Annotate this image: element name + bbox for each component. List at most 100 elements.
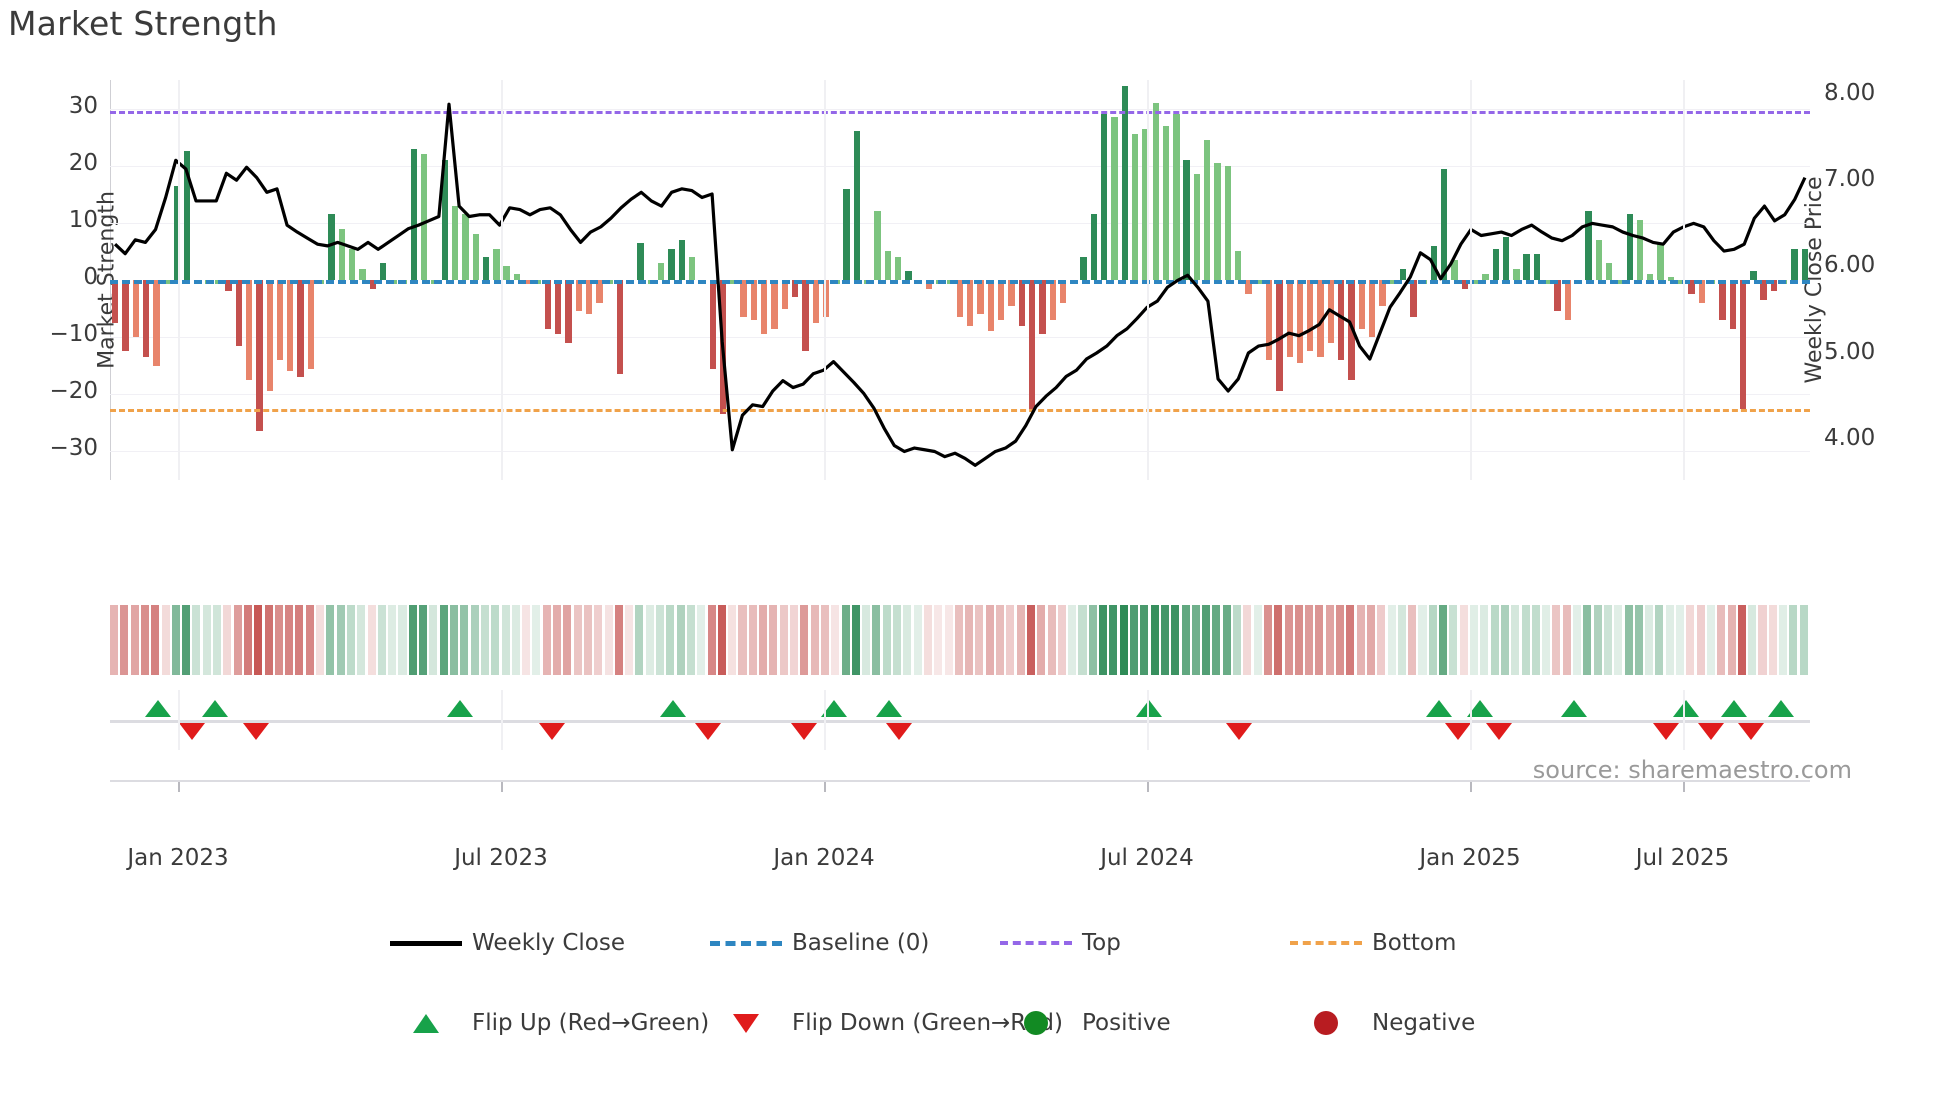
- heatmap-cell-positive: [1202, 605, 1211, 675]
- bar-positive: [1791, 248, 1798, 280]
- bar-positive: [1492, 248, 1499, 280]
- heatmap-cell-negative: [553, 605, 562, 675]
- heatmap-cell-positive: [1109, 605, 1118, 675]
- bar-positive: [1111, 117, 1118, 280]
- y-tick-right: 6.00: [1824, 252, 1876, 279]
- bar-positive: [1224, 165, 1232, 280]
- heatmap-cell-negative: [975, 605, 984, 675]
- heatmap-cell-negative: [1057, 605, 1066, 675]
- x-tick-label: Jul 2025: [1635, 845, 1730, 871]
- legend-item[interactable]: Top: [990, 930, 1121, 956]
- x-tick-label: Jan 2024: [773, 845, 875, 871]
- heatmap-cell-negative: [1274, 605, 1283, 675]
- heatmap-cell-negative: [1768, 605, 1777, 675]
- heatmap-cell-negative: [522, 605, 531, 675]
- heatmap-cell-positive: [1191, 605, 1200, 675]
- heatmap-cell-negative: [233, 605, 242, 675]
- legend-label: Flip Down (Green→Red): [792, 1010, 1063, 1036]
- legend-item[interactable]: Flip Up (Red→Green): [380, 1010, 709, 1036]
- bar-negative: [122, 280, 129, 352]
- legend-item[interactable]: Flip Down (Green→Red): [700, 1010, 1063, 1036]
- heatmap-cell-negative: [1325, 605, 1334, 675]
- bar-negative: [1049, 280, 1056, 320]
- top-threshold-line: [110, 111, 1810, 115]
- baseline-key-icon: [710, 940, 782, 946]
- heatmap-cell-negative: [1047, 605, 1056, 675]
- heatmap-cell-negative: [305, 605, 314, 675]
- heatmap-cell-positive: [1603, 605, 1612, 675]
- legend-item[interactable]: Positive: [990, 1010, 1171, 1036]
- heatmap-cell-positive: [1655, 605, 1664, 675]
- heatmap-cell-positive: [903, 605, 912, 675]
- heatmap-cell-negative: [573, 605, 582, 675]
- legend-item[interactable]: Baseline (0): [700, 930, 929, 956]
- legend-item[interactable]: Bottom: [1280, 930, 1456, 956]
- bar-negative: [554, 280, 562, 335]
- flip-down-marker: [790, 723, 817, 740]
- triangle-down-icon: [733, 1013, 759, 1033]
- bar-positive: [1101, 114, 1108, 280]
- flip-up-marker: [821, 700, 848, 717]
- flip-up-marker: [144, 700, 171, 717]
- heatmap-cell-negative: [810, 605, 819, 675]
- vertical-gridline: [824, 690, 826, 750]
- legend-label: Positive: [1082, 1010, 1171, 1036]
- bar-negative: [750, 280, 758, 320]
- vertical-gridline: [1147, 80, 1149, 480]
- heatmap-cell-negative: [542, 605, 551, 675]
- vertical-gridline: [824, 80, 826, 480]
- heatmap-cell-positive: [511, 605, 520, 675]
- heatmap-cell-positive: [893, 605, 902, 675]
- bar-negative: [956, 280, 964, 318]
- bar-positive: [1626, 214, 1633, 280]
- bar-positive: [1193, 174, 1201, 280]
- bar-positive: [688, 257, 696, 280]
- heatmap-cell-positive: [1593, 605, 1602, 675]
- heatmap-cell-negative: [604, 605, 613, 675]
- heatmap-cell-negative: [820, 605, 829, 675]
- bar-negative: [1286, 280, 1293, 358]
- bar-negative: [287, 280, 294, 372]
- flip-down-marker: [1445, 723, 1472, 740]
- heatmap-cell-negative: [243, 605, 252, 675]
- bar-negative: [740, 280, 747, 318]
- legend-item[interactable]: Weekly Close: [380, 930, 625, 956]
- bar-positive: [1399, 268, 1407, 280]
- bar-positive: [1441, 168, 1448, 280]
- bar-positive: [441, 160, 449, 280]
- heatmap-cell-positive: [1130, 605, 1139, 675]
- heatmap-cell-positive: [213, 605, 222, 675]
- flip-down-marker: [539, 723, 565, 740]
- flip-axis-line: [110, 720, 1810, 723]
- bar-negative: [709, 280, 716, 369]
- heatmap-cell-negative: [1243, 605, 1252, 675]
- y-tick-right: 5.00: [1824, 338, 1876, 365]
- heatmap-cell-negative: [120, 605, 129, 675]
- flip-up-marker: [1560, 700, 1587, 717]
- x-tick-mark: [501, 782, 503, 792]
- flip-up-marker: [1467, 700, 1494, 717]
- bar-positive: [348, 248, 356, 280]
- bar-positive: [493, 248, 500, 280]
- heatmap-cell-negative: [1263, 605, 1272, 675]
- flip-up-marker: [1426, 700, 1453, 717]
- heatmap-cell-positive: [1614, 605, 1623, 675]
- heatmap-cell-positive: [1088, 605, 1097, 675]
- bar-negative: [245, 280, 253, 380]
- heatmap-cell-positive: [1490, 605, 1499, 675]
- heatmap-cell-positive: [1428, 605, 1437, 675]
- heatmap-cell-positive: [1387, 605, 1396, 675]
- legend-item[interactable]: Negative: [1280, 1010, 1475, 1036]
- heatmap-cell-negative: [1346, 605, 1355, 675]
- bar-negative: [575, 280, 582, 312]
- heatmap-cell-positive: [192, 605, 201, 675]
- heatmap-cell-positive: [1397, 605, 1406, 675]
- heatmap-cell-negative: [1037, 605, 1046, 675]
- heatmap-cell-positive: [470, 605, 479, 675]
- bar-positive: [668, 248, 675, 280]
- x-tick-mark: [1470, 782, 1472, 792]
- bar-negative: [812, 280, 819, 323]
- heatmap-cell-negative: [1459, 605, 1468, 675]
- bar-positive: [1605, 262, 1613, 280]
- heatmap-cell-positive: [1119, 605, 1128, 675]
